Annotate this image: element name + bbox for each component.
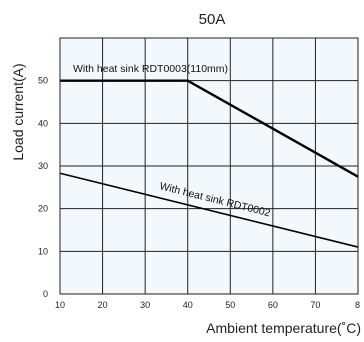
series-lines <box>59 79 359 248</box>
y-tick-label: 20 <box>38 204 48 214</box>
series-line-2 <box>59 172 359 248</box>
x-tick-label: 20 <box>98 300 108 310</box>
x-tick-label: 30 <box>140 300 150 310</box>
y-tick-label: 10 <box>38 246 48 256</box>
chart-title: 50A <box>199 11 226 28</box>
y-tick-label: 30 <box>38 161 48 171</box>
x-tick-labels: 10 20 30 40 50 60 70 8 <box>55 300 360 310</box>
annotation-rdt0003: With heat sink RDT0003(110mm) <box>73 63 228 75</box>
y-tick-label: 0 <box>43 289 48 299</box>
y-tick-labels: 0 10 20 30 40 50 <box>38 76 48 299</box>
x-tick-label: 70 <box>310 300 320 310</box>
y-tick-label: 40 <box>38 118 48 128</box>
x-tick-label: 10 <box>55 300 65 310</box>
x-tick-label: 50 <box>225 300 235 310</box>
x-tick-label: 60 <box>268 300 278 310</box>
y-tick-label: 50 <box>38 76 48 86</box>
y-axis-label: Load current(A) <box>10 63 26 160</box>
x-tick-label: 40 <box>183 300 193 310</box>
plot-frame <box>59 37 359 295</box>
x-axis-label: Ambient temperature(˚C) <box>206 320 361 336</box>
x-tick-label: 8 <box>355 300 360 310</box>
series-line-1 <box>60 79 359 178</box>
